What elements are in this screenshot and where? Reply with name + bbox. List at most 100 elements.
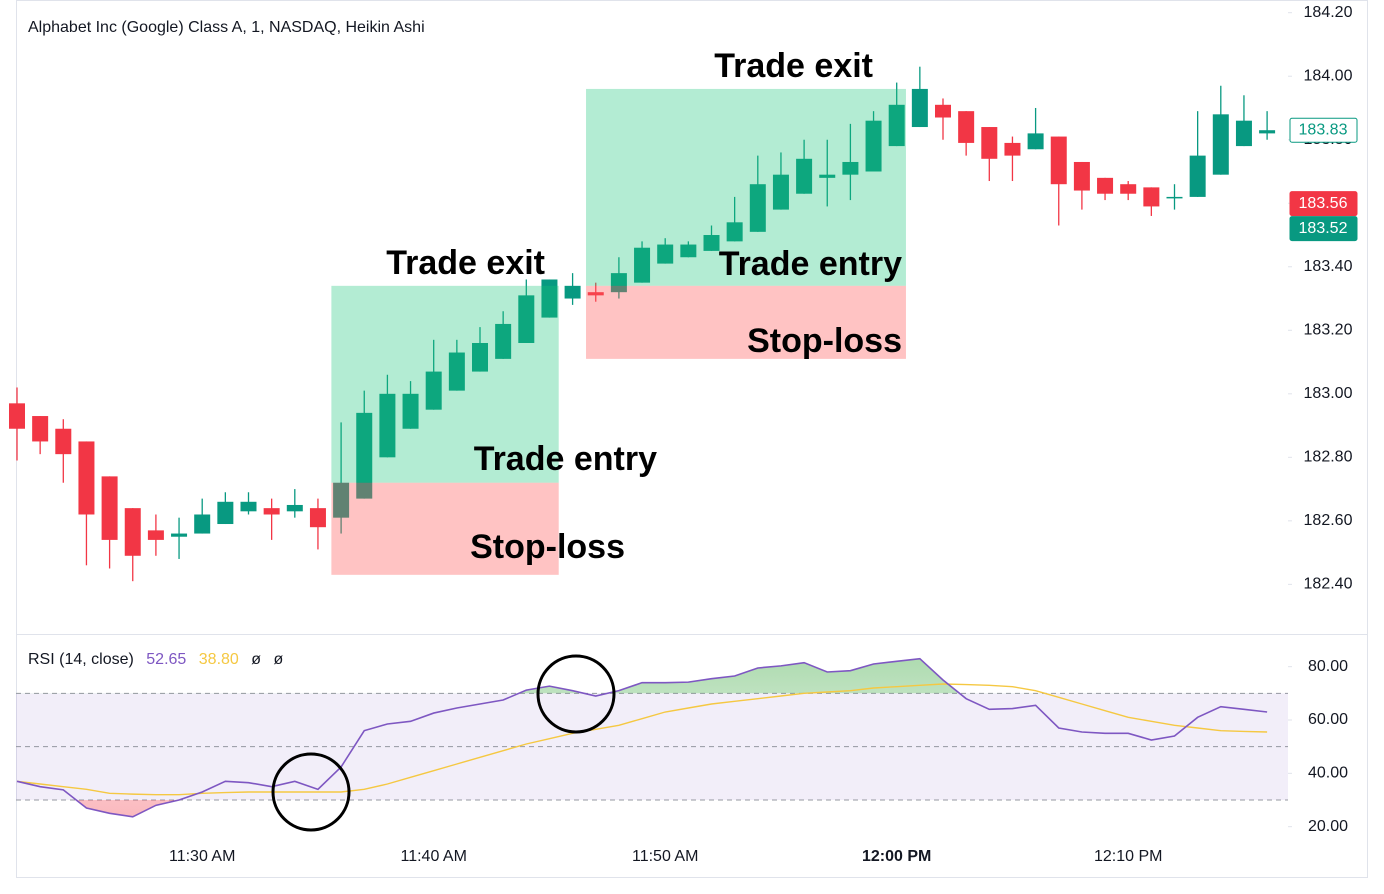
stop-zone <box>586 285 906 359</box>
candle-body <box>1073 161 1090 191</box>
candle-body <box>309 508 326 528</box>
candle-body <box>333 482 350 518</box>
candle-body <box>495 323 512 359</box>
candle-body <box>772 174 789 210</box>
annotation: Stop-loss <box>470 528 625 566</box>
candle-body <box>518 295 535 343</box>
candle-body <box>147 530 164 540</box>
overbought-fill <box>17 658 1268 694</box>
candle-body <box>402 393 419 429</box>
series-line <box>16 657 1268 818</box>
candle-body <box>1212 114 1229 175</box>
candle-body <box>263 508 280 515</box>
y-tick-label: 40.00 <box>1308 765 1348 782</box>
candle-body <box>680 244 697 258</box>
legend-value: 38.80 <box>199 651 239 668</box>
y-tick-label: 184.00 <box>1304 67 1353 84</box>
candle-body <box>958 111 975 143</box>
annotation: Stop-loss <box>747 322 902 360</box>
x-tick-label: 11:30 AM <box>169 848 235 865</box>
candle-body <box>865 120 882 172</box>
candle-body <box>1050 136 1067 185</box>
candle-body <box>1259 130 1276 134</box>
y-tick-label: 20.00 <box>1308 818 1348 835</box>
price-label: 183.52 <box>1299 220 1348 237</box>
candle-body <box>935 104 951 118</box>
x-tick-label: 12:00 PM <box>862 848 931 865</box>
price-label-box <box>1289 216 1358 242</box>
candle-body <box>101 476 118 540</box>
price-label-box <box>1289 191 1358 217</box>
highlight-circle <box>536 654 616 734</box>
annotation: Trade exit <box>386 244 545 282</box>
price-label: 183.56 <box>1299 195 1348 212</box>
candle-body <box>1189 155 1206 197</box>
candle-body <box>911 88 928 128</box>
candle-body <box>541 279 558 318</box>
series-line <box>16 683 1268 796</box>
candle-body <box>657 244 674 264</box>
candle-body <box>1143 187 1160 207</box>
y-tick-label: 183.20 <box>1304 322 1353 339</box>
y-tick-label: 182.40 <box>1304 576 1353 593</box>
price-label-box <box>1289 117 1358 143</box>
y-tick-label: 184.20 <box>1304 4 1353 21</box>
legend-symbol: ø <box>274 651 284 668</box>
target-zone <box>331 285 559 483</box>
annotation: Trade entry <box>719 245 902 283</box>
y-tick-label: 182.60 <box>1304 512 1353 529</box>
y-tick-label: 183.40 <box>1304 258 1353 275</box>
candle-body <box>55 428 72 455</box>
candle-body <box>472 342 488 372</box>
rsi-pane: 11:30 AM 11:40 AM 11:50 AM 12:00 PM 12:10 PM… <box>16 657 1348 865</box>
annotation: Trade exit <box>714 47 873 85</box>
candle-body <box>726 222 743 242</box>
chart-title: Alphabet Inc (Google) Class A, 1, NASDAQ… <box>28 19 425 36</box>
oversold-fill <box>17 800 1268 817</box>
candle-body <box>842 161 859 175</box>
candle-body <box>124 508 141 556</box>
candle-body <box>448 352 465 391</box>
candle-body <box>610 273 627 293</box>
rsi-legend: RSI (14, close) 52.65 38.80 ø ø <box>28 651 284 668</box>
candle-body <box>1004 142 1021 156</box>
candle-body <box>379 393 396 458</box>
y-tick-label: 80.00 <box>1308 658 1348 675</box>
candle-body <box>425 371 442 410</box>
candle-body <box>749 184 766 232</box>
candle-body <box>1027 133 1044 150</box>
candle-body <box>587 292 604 296</box>
stop-zone <box>331 482 559 575</box>
price-label: 183.83 <box>1299 121 1348 138</box>
candle-body <box>1097 177 1114 194</box>
candle-body <box>32 416 49 442</box>
candle-body <box>78 441 95 515</box>
target-zone <box>586 88 906 286</box>
x-tick-label: 12:10 PM <box>1094 848 1162 865</box>
x-tick-label: 11:40 AM <box>400 848 466 865</box>
candle-body <box>796 158 813 194</box>
price-pane: 184.20184.00183.80183.60183.40183.20183.… <box>9 4 1358 593</box>
candle-body <box>1166 196 1183 199</box>
legend-value: 52.65 <box>146 651 186 668</box>
highlight-circle <box>271 752 351 832</box>
y-tick-label: 60.00 <box>1308 711 1348 728</box>
candle-body <box>981 127 998 159</box>
candle-body <box>888 104 905 147</box>
candle-body <box>703 235 720 251</box>
annotation: Trade entry <box>474 440 657 478</box>
candle-body <box>240 501 257 512</box>
candle-body <box>564 285 581 299</box>
candle-body <box>1120 184 1137 194</box>
candle-body <box>634 247 651 283</box>
legend-symbol: ø <box>251 651 261 668</box>
candle-body <box>1235 120 1252 147</box>
candle-body <box>819 174 836 178</box>
candle-body <box>217 501 234 525</box>
rsi-label: RSI (14, close) <box>28 651 134 668</box>
candle-body <box>286 504 303 512</box>
x-tick-label: 11:50 AM <box>632 848 698 865</box>
candle-body <box>356 412 373 499</box>
y-tick-label: 183.00 <box>1304 385 1353 402</box>
